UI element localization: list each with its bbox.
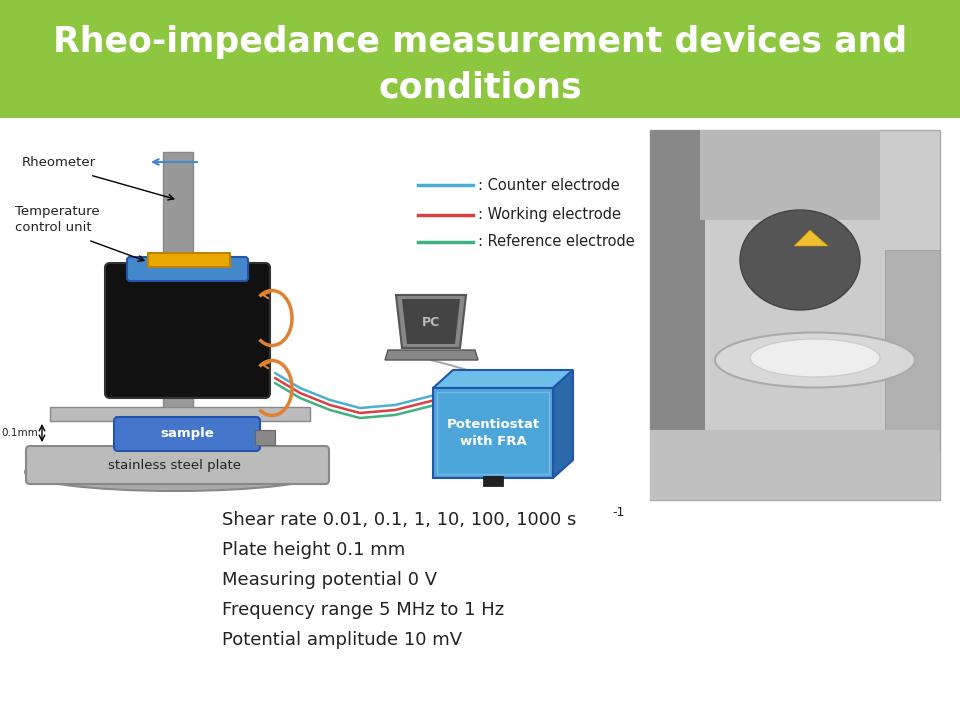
Bar xyxy=(433,388,553,478)
Ellipse shape xyxy=(750,339,880,377)
Text: : Working electrode: : Working electrode xyxy=(478,207,621,222)
Ellipse shape xyxy=(25,453,325,491)
Text: Plate height 0.1 mm: Plate height 0.1 mm xyxy=(222,541,405,559)
Text: Measuring potential 0 V: Measuring potential 0 V xyxy=(222,571,437,589)
Bar xyxy=(700,130,880,220)
FancyBboxPatch shape xyxy=(105,263,270,398)
FancyBboxPatch shape xyxy=(127,257,248,281)
Text: sample: sample xyxy=(160,428,214,441)
Bar xyxy=(255,430,275,445)
Ellipse shape xyxy=(740,210,860,310)
Bar xyxy=(885,250,940,450)
Text: conditions: conditions xyxy=(378,71,582,105)
Polygon shape xyxy=(396,295,466,348)
Text: stainless steel plate: stainless steel plate xyxy=(108,459,242,472)
Bar xyxy=(650,430,940,500)
Text: Potential amplitude 10 mV: Potential amplitude 10 mV xyxy=(222,631,462,649)
Text: : Reference electrode: : Reference electrode xyxy=(478,235,635,250)
Polygon shape xyxy=(433,370,573,388)
Bar xyxy=(650,130,940,500)
Bar xyxy=(437,392,549,474)
Ellipse shape xyxy=(715,333,915,387)
Text: -1: -1 xyxy=(612,506,624,520)
Bar xyxy=(650,130,705,500)
FancyBboxPatch shape xyxy=(114,417,260,451)
Text: 0.1mm: 0.1mm xyxy=(2,428,38,438)
Polygon shape xyxy=(402,299,460,344)
Bar xyxy=(483,476,503,486)
Bar xyxy=(50,407,310,421)
Bar xyxy=(163,152,193,412)
Text: Rheo-impedance measurement devices and: Rheo-impedance measurement devices and xyxy=(53,25,907,59)
Text: Potentiostat
with FRA: Potentiostat with FRA xyxy=(446,418,540,448)
Polygon shape xyxy=(385,350,478,360)
Text: Rheometer: Rheometer xyxy=(22,156,96,168)
FancyBboxPatch shape xyxy=(26,446,329,484)
Bar xyxy=(0,0,960,118)
Bar xyxy=(148,253,230,267)
Text: : Counter electrode: : Counter electrode xyxy=(478,178,620,192)
Polygon shape xyxy=(553,370,573,478)
Polygon shape xyxy=(794,230,828,246)
Text: Shear rate 0.01, 0.1, 1, 10, 100, 1000 s: Shear rate 0.01, 0.1, 1, 10, 100, 1000 s xyxy=(222,511,576,529)
Text: PC: PC xyxy=(421,315,440,328)
Text: Temperature
control unit: Temperature control unit xyxy=(15,205,100,234)
Text: Frequency range 5 MHz to 1 Hz: Frequency range 5 MHz to 1 Hz xyxy=(222,601,504,619)
